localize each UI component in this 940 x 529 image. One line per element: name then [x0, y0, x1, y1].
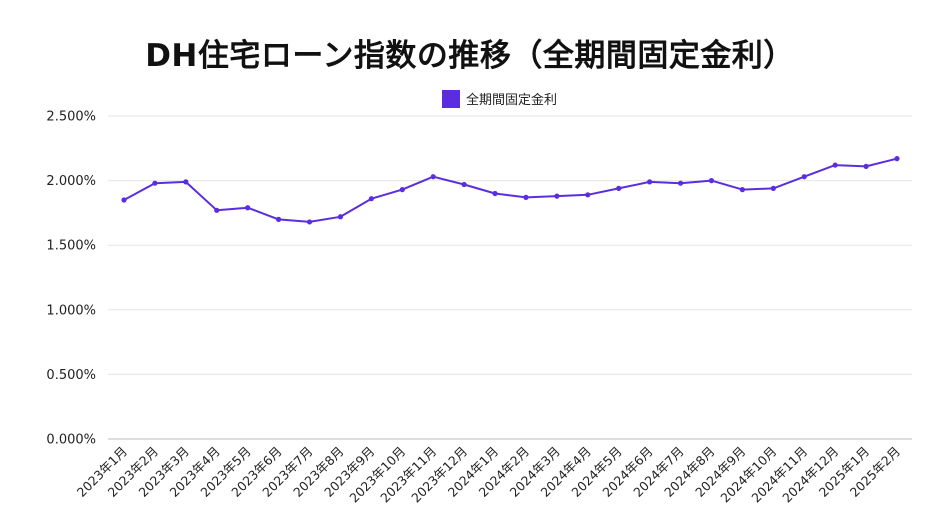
data-point [647, 179, 653, 185]
x-axis: 2023年1月2023年2月2023年3月2023年4月2023年5月2023年… [74, 444, 903, 506]
data-point [152, 180, 158, 186]
data-point [770, 185, 776, 191]
data-point [461, 181, 467, 188]
series-line [123, 157, 898, 223]
data-point [585, 192, 591, 198]
data-point [214, 207, 220, 213]
legend-swatch [442, 89, 460, 108]
data-point [306, 219, 313, 225]
data-point [616, 185, 622, 191]
grid [108, 115, 912, 440]
data-point [337, 214, 344, 220]
data-point [121, 197, 127, 203]
y-tick-label: 1.000% [46, 303, 96, 318]
data-point [183, 179, 189, 185]
y-tick-label: 1.500% [46, 239, 96, 254]
data-point [245, 205, 251, 211]
data-point [894, 156, 900, 162]
y-tick-label: 0.000% [46, 433, 96, 448]
data-point [430, 174, 436, 180]
data-point [554, 193, 560, 199]
data-point [708, 178, 715, 184]
legend: 全期間固定金利 [442, 89, 557, 108]
data-point [739, 187, 746, 193]
data-point [863, 163, 869, 169]
series [121, 156, 900, 225]
y-tick-label: 2.000% [46, 174, 96, 189]
data-point [677, 180, 684, 186]
legend-label: 全期間固定金利 [466, 93, 558, 108]
chart-title: DH住宅ローン指数の推移（全期間固定金利） [145, 38, 795, 74]
data-point [368, 196, 374, 202]
data-point [399, 187, 405, 193]
data-point [801, 174, 807, 180]
y-tick-label: 0.500% [46, 368, 96, 383]
y-axis: 0.000% 0.500% 1.000% 1.500% 2.000% 2.500% [46, 110, 96, 448]
data-point [832, 162, 838, 168]
data-point [276, 216, 282, 222]
data-point [492, 190, 498, 197]
data-point [523, 194, 529, 200]
y-tick-label: 2.500% [46, 110, 96, 125]
